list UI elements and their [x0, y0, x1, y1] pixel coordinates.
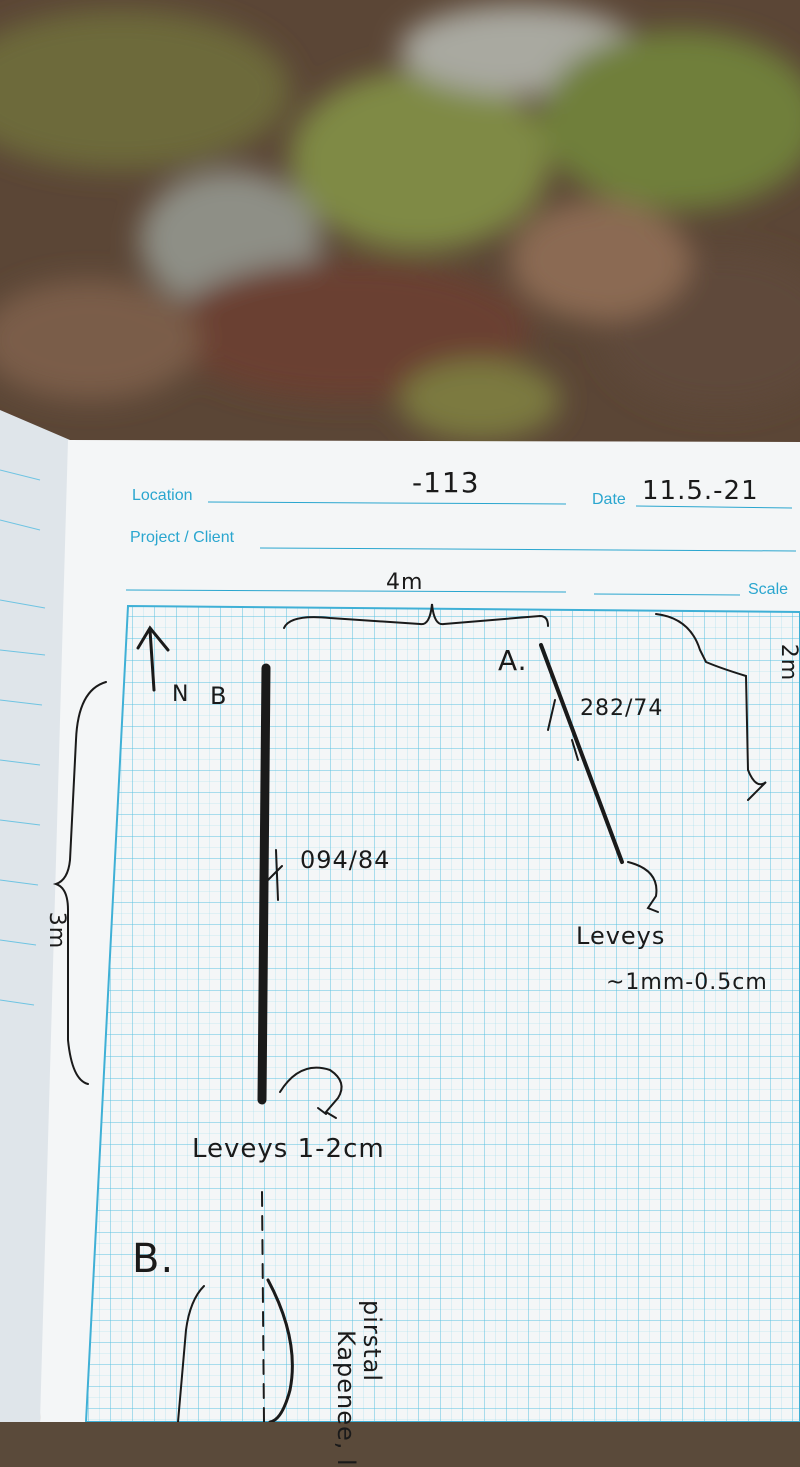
width-dimension: 4m [386, 570, 424, 595]
height-dimension: 3m [44, 911, 70, 950]
date-value: 11.5.-21 [642, 476, 759, 506]
side-note-2: pirstal [358, 1300, 386, 1383]
sketch-strokes [52, 603, 767, 1422]
orientation-a: 282/74 [580, 696, 664, 721]
right-dimension: 2m [776, 643, 800, 682]
scale-label: Scale [748, 581, 789, 598]
side-note-1: Kapenee, l [332, 1330, 360, 1467]
fracture-a-tag: A. [498, 644, 528, 677]
moss-texture [0, 5, 800, 440]
photo-background [0, 5, 800, 1422]
aperture-a-label: Leveys [576, 922, 666, 950]
field-notebook-photo: Location Date Project / Client Scale -11… [0, 5, 800, 1467]
section-b: B. [132, 1236, 175, 1282]
aperture-b: Leveys 1-2cm [192, 1134, 385, 1164]
fracture-b-tag: B [210, 682, 228, 710]
date-label: Date [592, 491, 626, 508]
location-value: -113 [412, 466, 480, 499]
location-label: Location [132, 487, 193, 504]
north-label: N [172, 682, 190, 707]
aperture-a-value: ~1mm-0.5cm [606, 970, 768, 995]
project-label: Project / Client [130, 529, 235, 546]
orientation-b: 094/84 [300, 846, 391, 874]
